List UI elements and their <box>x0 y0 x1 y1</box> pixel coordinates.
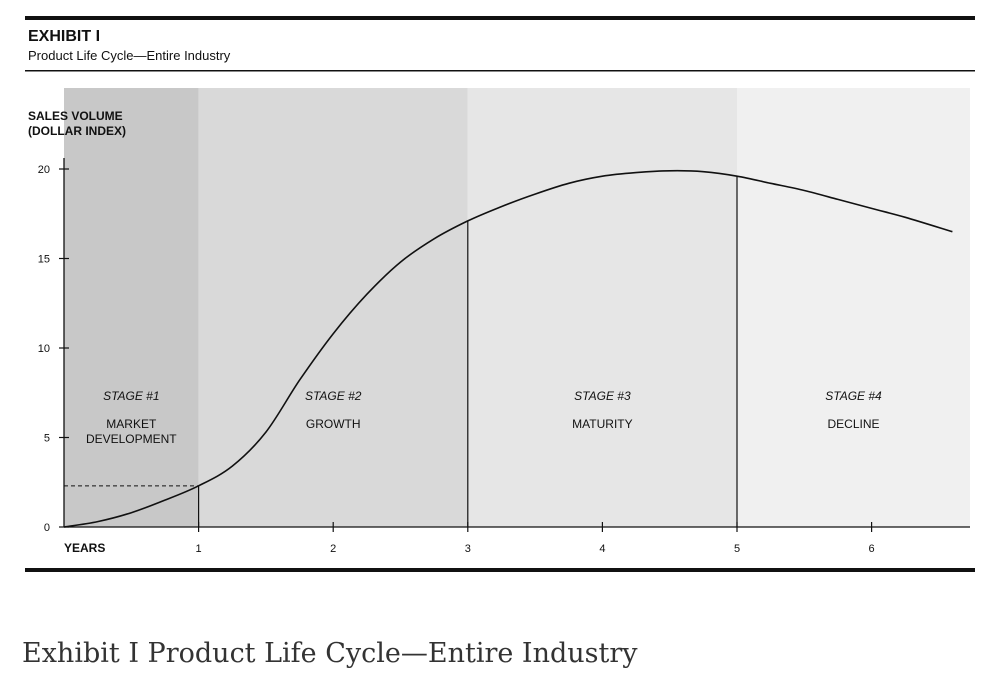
y-tick-label: 20 <box>38 164 50 176</box>
exhibit-label: EXHIBIT I <box>28 28 100 45</box>
stage-1-name: MARKET <box>106 417 157 431</box>
y-axis-label: SALES VOLUME <box>28 109 123 123</box>
stage-4-name: DECLINE <box>827 417 879 431</box>
y-axis-label: (DOLLAR INDEX) <box>28 124 126 138</box>
header-rule <box>25 70 975 72</box>
stage-1-name: DEVELOPMENT <box>86 432 177 446</box>
stage-3-number: STAGE #3 <box>574 389 631 403</box>
stage-4-background <box>737 88 970 527</box>
x-tick-label: 5 <box>734 543 740 555</box>
x-axis-label: YEARS <box>64 541 105 555</box>
y-tick-label: 15 <box>38 254 50 266</box>
sales-volume-curve <box>63 169 953 528</box>
y-tick-label: 0 <box>44 522 50 534</box>
x-tick-label: 6 <box>869 543 875 555</box>
stage-1-background <box>64 88 199 527</box>
stage-2-name: GROWTH <box>306 417 361 431</box>
stage-2-background <box>198 88 468 527</box>
stage-2-number: STAGE #2 <box>305 389 362 403</box>
x-tick-label: 2 <box>330 543 336 555</box>
top-rule <box>25 16 975 20</box>
bottom-rule <box>25 568 975 572</box>
figure-caption: Exhibit I Product Life Cycle—Entire Indu… <box>22 638 638 669</box>
stage-3-background <box>467 88 737 527</box>
x-tick-label: 4 <box>599 543 605 555</box>
axis-ticks <box>59 168 873 532</box>
y-tick-label: 5 <box>44 433 50 445</box>
x-tick-label: 1 <box>196 543 202 555</box>
exhibit-subtitle: Product Life Cycle—Entire Industry <box>28 48 231 63</box>
stage-3-name: MATURITY <box>572 417 632 431</box>
stage-4-number: STAGE #4 <box>825 389 882 403</box>
stage-1-number: STAGE #1 <box>103 389 159 403</box>
y-tick-label: 10 <box>38 343 50 355</box>
x-tick-label: 3 <box>465 543 471 555</box>
